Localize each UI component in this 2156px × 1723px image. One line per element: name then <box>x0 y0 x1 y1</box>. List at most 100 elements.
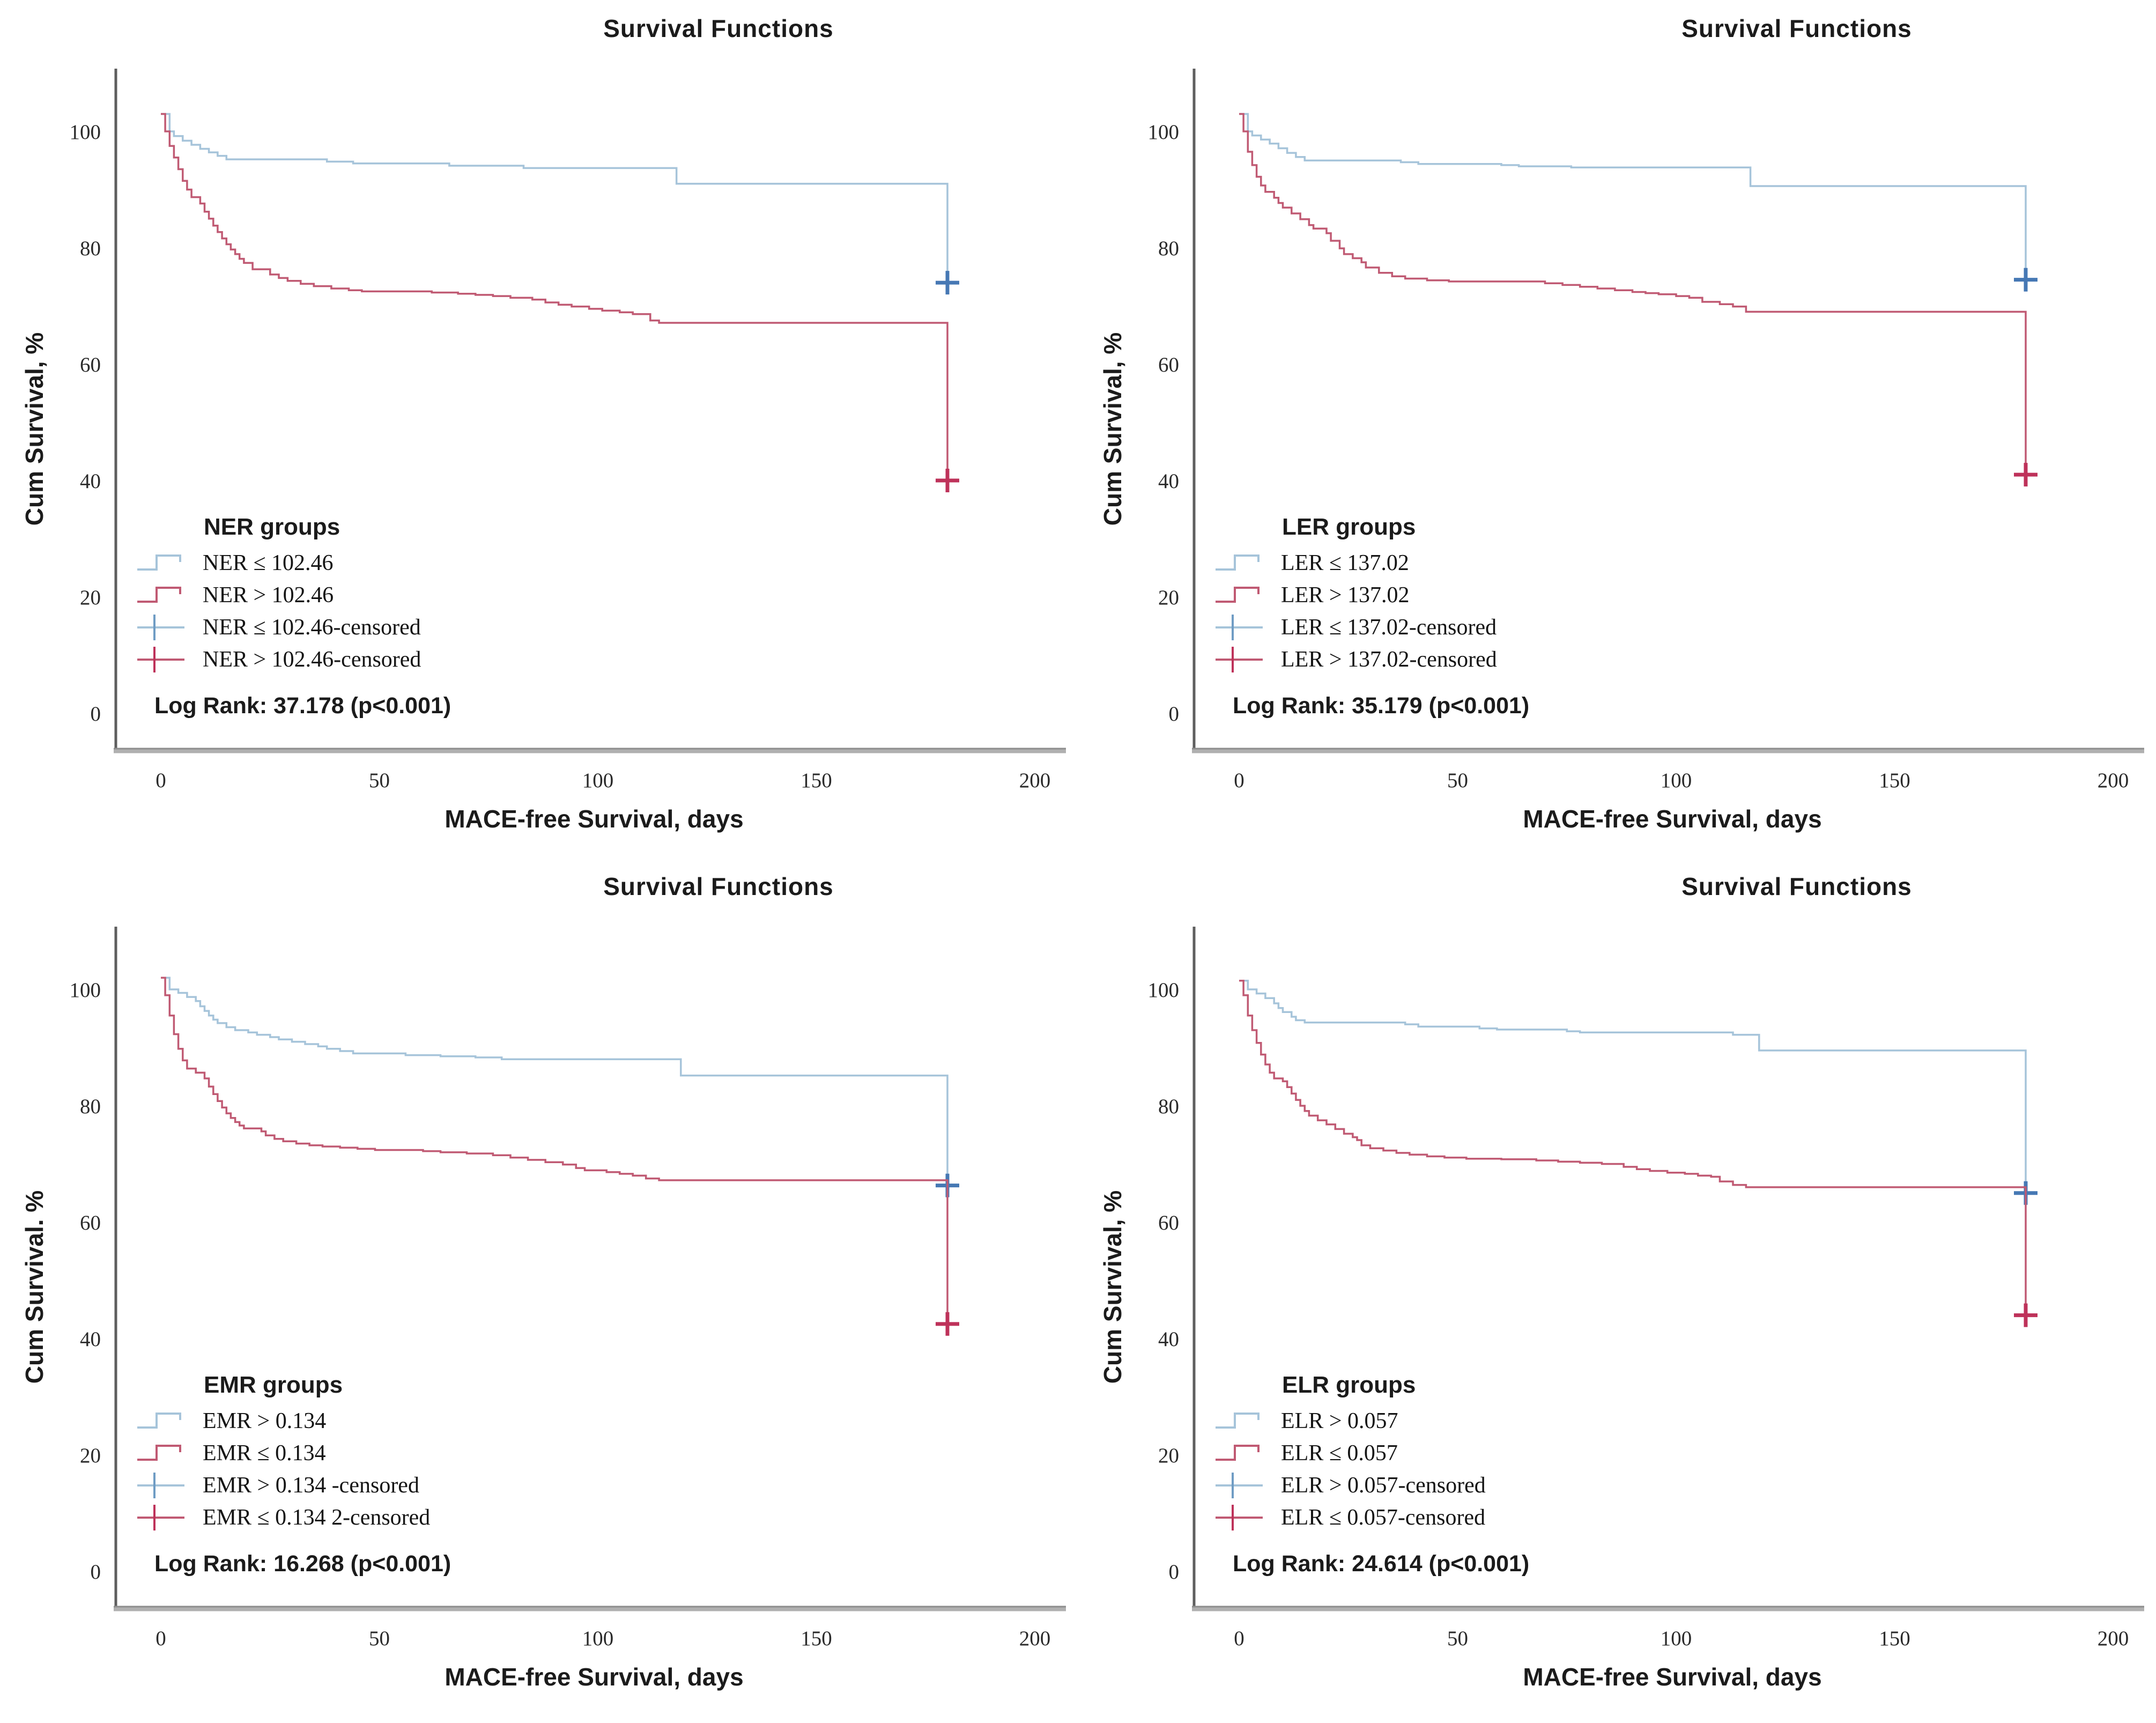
y-tick-label: 20 <box>1158 586 1179 609</box>
y-tick-label: 100 <box>1148 121 1180 144</box>
km-step-icon <box>137 1413 181 1429</box>
y-tick-label: 0 <box>1169 1561 1180 1584</box>
legend-item-label: ELR ≤ 0.057-censored <box>1281 1505 1486 1530</box>
legend-item: NER ≤ 102.46 <box>134 547 421 579</box>
panel-elr: 0 50 100 150 200 0 20 40 60 80 100 Survival Functi… <box>1078 858 2156 1723</box>
km-plot-emr: 0 50 100 150 200 0 20 40 60 80 100 <box>70 927 1066 1650</box>
km-step-icon <box>1216 1445 1259 1461</box>
y-tick-label: 0 <box>91 1561 101 1584</box>
x-tick-label: 0 <box>1234 769 1244 792</box>
log-rank-annotation: Log Rank: 24.614 (p<0.001) <box>1233 1551 1530 1577</box>
legend-item-label: ELR ≤ 0.057 <box>1281 1441 1398 1466</box>
legend-item: LER > 137.02-censored <box>1212 644 1497 676</box>
censored-plus-icon <box>137 1505 184 1530</box>
chart-title: Survival Functions <box>1681 14 1912 42</box>
y-tick-label: 100 <box>1148 979 1180 1002</box>
log-rank-annotation: Log Rank: 35.179 (p<0.001) <box>1233 693 1530 719</box>
y-tick-label: 0 <box>91 702 101 726</box>
panel-ner: 0 50 100 150 200 0 20 40 60 80 100 Survival Functi… <box>0 0 1078 858</box>
km-step-icon <box>137 1445 181 1461</box>
censored-plus-icon <box>1216 647 1263 672</box>
legend-item: NER > 102.46 <box>134 579 421 611</box>
km-step-icon <box>1216 587 1259 603</box>
y-tick-label: 60 <box>1158 1211 1179 1234</box>
survival-curve <box>1239 113 2027 475</box>
y-axis-label: Cum Survival, % <box>1099 332 1127 526</box>
x-tick-label: 0 <box>1234 1627 1244 1650</box>
km-step-icon <box>1216 554 1259 571</box>
legend-title: LER groups <box>1282 514 1416 540</box>
legend-item-label: LER ≤ 137.02 <box>1281 551 1409 575</box>
y-tick-label: 100 <box>70 121 101 144</box>
legend: ELR groups ELR > 0.057 ELR ≤ 0.057 ELR >… <box>1212 1372 1486 1534</box>
legend-title: NER groups <box>204 514 340 540</box>
legend-item-label: EMR ≤ 0.134 2-censored <box>203 1505 431 1530</box>
panel-emr: 0 50 100 150 200 0 20 40 60 80 100 Survival Functi… <box>0 858 1078 1723</box>
log-rank-annotation: Log Rank: 16.268 (p<0.001) <box>154 1551 451 1577</box>
legend-item-label: EMR ≤ 0.134 <box>203 1441 326 1466</box>
x-tick-label: 50 <box>1447 769 1468 792</box>
x-tick-label: 50 <box>369 1627 390 1650</box>
chart-title: Survival Functions <box>603 14 834 42</box>
y-tick-label: 80 <box>1158 1095 1179 1118</box>
legend-item: EMR ≤ 0.134 2-censored <box>134 1502 430 1534</box>
legend-item: NER > 102.46-censored <box>134 644 421 676</box>
x-tick-label: 50 <box>1447 1627 1468 1650</box>
x-tick-label: 100 <box>582 1627 614 1650</box>
y-axis-label: Cum Survival, % <box>20 332 48 526</box>
x-tick-label: 150 <box>801 769 832 792</box>
legend-item: ELR ≤ 0.057-censored <box>1212 1502 1486 1534</box>
survival-curve <box>161 977 949 1186</box>
km-plot-elr: 0 50 100 150 200 0 20 40 60 80 100 <box>1148 927 2144 1650</box>
legend-item: ELR ≤ 0.057 <box>1212 1437 1486 1469</box>
legend-item-label: NER > 102.46-censored <box>203 647 421 672</box>
x-axis-label: MACE-free Survival, days <box>444 1663 744 1691</box>
x-axis-label: MACE-free Survival, days <box>1523 805 1822 833</box>
km-step-icon <box>1216 1413 1259 1429</box>
y-tick-label: 20 <box>80 1444 101 1467</box>
legend-item-label: ELR > 0.057-censored <box>1281 1473 1486 1498</box>
legend-item-label: ELR > 0.057 <box>1281 1409 1398 1433</box>
x-tick-label: 200 <box>1019 1627 1051 1650</box>
x-tick-label: 100 <box>1661 769 1692 792</box>
x-tick-label: 200 <box>2098 769 2129 792</box>
legend-item: EMR > 0.134 <box>134 1405 430 1437</box>
legend-item-label: LER > 137.02-censored <box>1281 647 1497 672</box>
legend-item: EMR > 0.134 -censored <box>134 1469 430 1502</box>
legend-item-label: LER ≤ 137.02-censored <box>1281 615 1497 640</box>
y-tick-label: 0 <box>1169 702 1180 726</box>
panel-ler: 0 50 100 150 200 0 20 40 60 80 100 Survival Functi… <box>1078 0 2156 858</box>
x-tick-label: 150 <box>1879 769 1910 792</box>
x-tick-label: 100 <box>582 769 614 792</box>
legend-item: ELR > 0.057-censored <box>1212 1469 1486 1502</box>
y-tick-label: 40 <box>80 1328 101 1351</box>
y-axis-label: Cum Survival, % <box>1099 1190 1127 1384</box>
legend-item-label: LER > 137.02 <box>1281 583 1410 608</box>
km-plot-ner: 0 50 100 150 200 0 20 40 60 80 100 <box>70 69 1066 792</box>
x-tick-label: 100 <box>1661 1627 1692 1650</box>
y-tick-label: 80 <box>80 237 101 260</box>
legend-item: ELR > 0.057 <box>1212 1405 1486 1437</box>
survival-curve <box>161 977 949 1324</box>
x-tick-label: 150 <box>801 1627 832 1650</box>
x-tick-label: 200 <box>1019 769 1051 792</box>
x-axis-label: MACE-free Survival, days <box>1523 1663 1822 1691</box>
survival-curve <box>161 113 949 283</box>
censored-plus-icon <box>137 615 184 640</box>
censored-plus-icon <box>1216 1505 1263 1530</box>
km-step-icon <box>137 587 181 603</box>
censored-plus-icon <box>137 1473 184 1498</box>
legend-item-label: EMR > 0.134 <box>203 1409 327 1433</box>
legend: NER groups NER ≤ 102.46 NER > 102.46 NER… <box>134 514 421 676</box>
legend-item-label: NER ≤ 102.46-censored <box>203 615 421 640</box>
legend-item: LER ≤ 137.02-censored <box>1212 611 1497 644</box>
legend: LER groups LER ≤ 137.02 LER > 137.02 LER… <box>1212 514 1497 676</box>
y-tick-label: 60 <box>80 353 101 376</box>
legend-item-label: NER ≤ 102.46 <box>203 551 334 575</box>
km-step-icon <box>137 554 181 571</box>
censored-plus-icon <box>137 647 184 672</box>
y-tick-label: 20 <box>1158 1444 1179 1467</box>
legend-item: EMR ≤ 0.134 <box>134 1437 430 1469</box>
legend-item: LER > 137.02 <box>1212 579 1497 611</box>
